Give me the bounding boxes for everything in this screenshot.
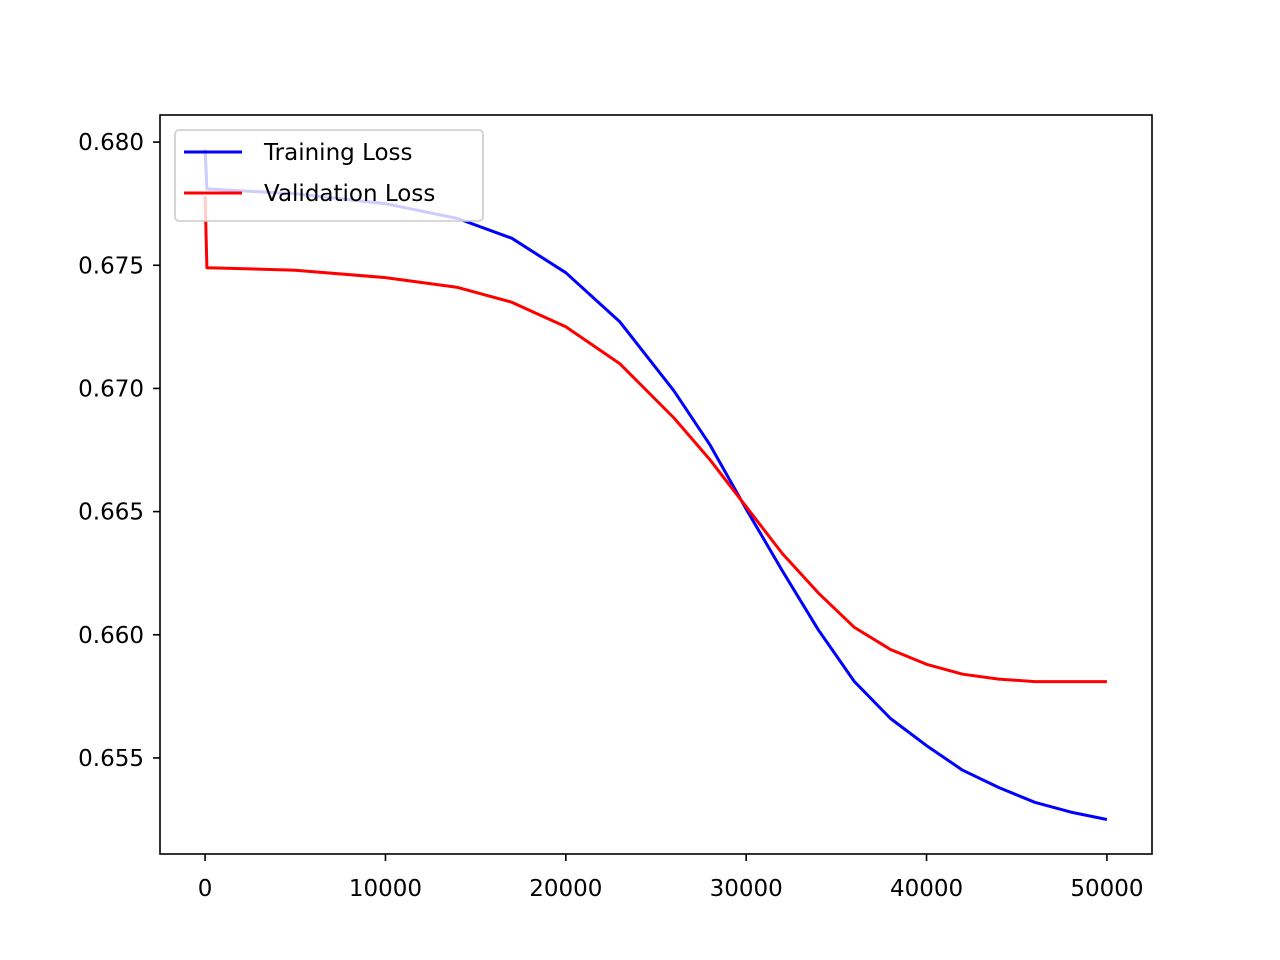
axes-frame [159, 114, 1153, 855]
series-line-2 [203, 196, 1107, 684]
y-axis: 0.655 0.660 0.665 0.670 0.675 0.680 [78, 130, 160, 772]
y-tick-label: 0.675 [78, 253, 144, 279]
legend-label-2: Validation Loss [264, 181, 435, 207]
y-tick-label: 0.655 [78, 746, 144, 772]
legend-box [174, 129, 484, 222]
x-axis: 0 10000 20000 30000 40000 50000 [198, 854, 1143, 902]
x-tick-label: 30000 [710, 876, 783, 902]
y-tick-label: 0.665 [78, 500, 144, 526]
x-tick-label: 10000 [349, 876, 422, 902]
x-tick-label: 40000 [890, 876, 963, 902]
x-tick-label: 0 [198, 876, 213, 902]
y-tick-label: 0.670 [78, 376, 144, 402]
x-tick-label: 20000 [529, 876, 602, 902]
y-tick-label: 0.660 [78, 623, 144, 649]
y-tick-label: 0.680 [78, 130, 144, 156]
x-tick-label: 50000 [1070, 876, 1143, 902]
legend: Training Loss Validation Loss [174, 129, 484, 222]
legend-label-1: Training Loss [263, 140, 413, 166]
